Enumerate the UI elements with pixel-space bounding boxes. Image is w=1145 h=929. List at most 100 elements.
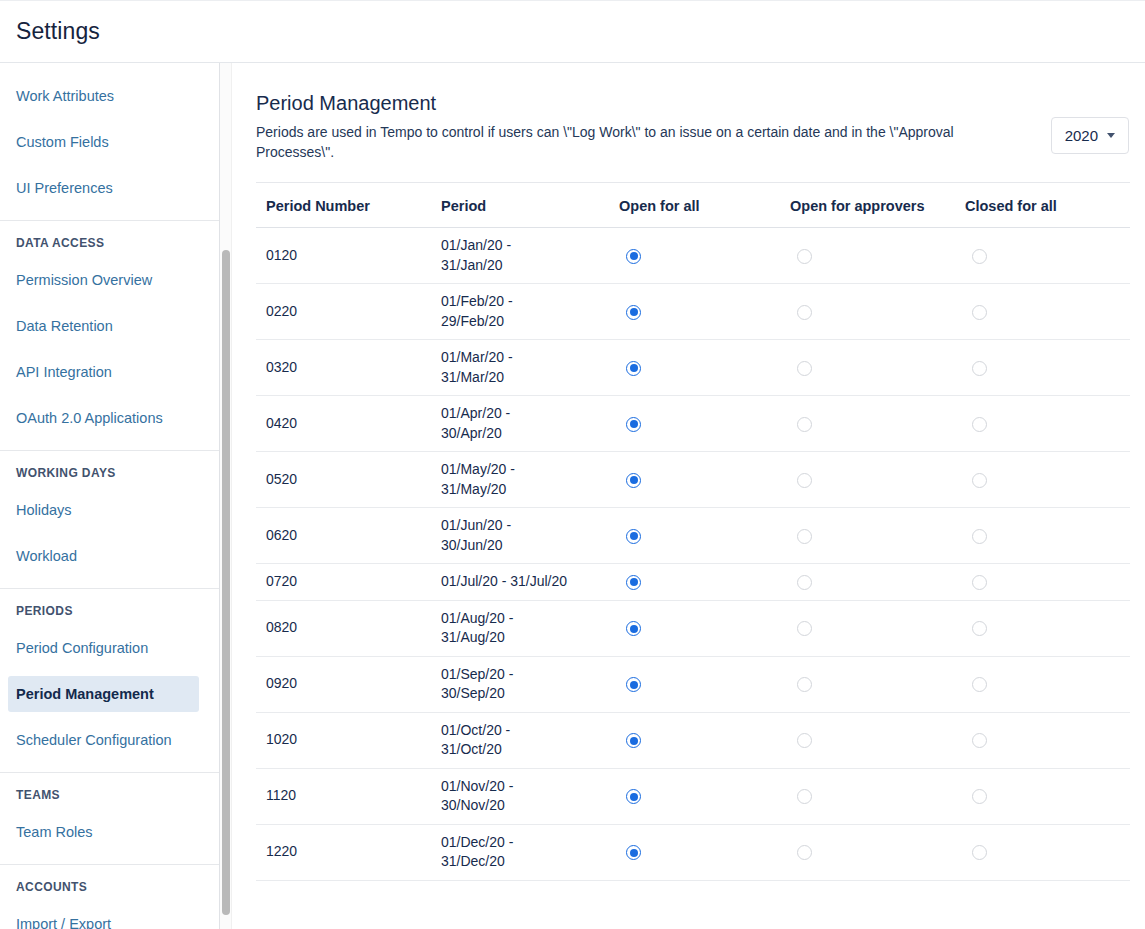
open-for-all-radio[interactable] — [626, 249, 641, 264]
table-row: 052001/May/20 - 31/May/20 — [256, 452, 1130, 508]
closed-for-all-radio[interactable] — [972, 417, 987, 432]
radio-cell — [780, 452, 955, 508]
sidebar-item-work-attributes[interactable]: Work Attributes — [0, 73, 219, 119]
period-number-cell: 0420 — [256, 396, 431, 452]
open-for-all-radio[interactable] — [626, 677, 641, 692]
open-for-all-radio[interactable] — [626, 473, 641, 488]
radio-cell — [780, 340, 955, 396]
radio-cell — [780, 284, 955, 340]
open-for-all-radio[interactable] — [626, 361, 641, 376]
sidebar-group: DATA ACCESSPermission OverviewData Reten… — [0, 220, 219, 441]
radio-cell — [609, 824, 780, 880]
radio-cell — [955, 508, 1130, 564]
radio-cell — [609, 284, 780, 340]
sidebar-item-import-export[interactable]: Import / Export — [0, 901, 219, 929]
open-for-approvers-radio[interactable] — [797, 845, 812, 860]
radio-cell — [780, 656, 955, 712]
radio-cell — [955, 228, 1130, 284]
closed-for-all-radio[interactable] — [972, 677, 987, 692]
open-for-approvers-radio[interactable] — [797, 621, 812, 636]
period-range-cell: 01/Mar/20 - 31/Mar/20 — [431, 340, 609, 396]
period-number-cell: 0120 — [256, 228, 431, 284]
sidebar-item-custom-fields[interactable]: Custom Fields — [0, 119, 219, 165]
table-row: 102001/Oct/20 - 31/Oct/20 — [256, 712, 1130, 768]
closed-for-all-radio[interactable] — [972, 789, 987, 804]
period-range-cell: 01/Jun/20 - 30/Jun/20 — [431, 508, 609, 564]
open-for-all-radio[interactable] — [626, 575, 641, 590]
column-header-open-for-approvers: Open for approvers — [780, 183, 955, 228]
open-for-all-radio[interactable] — [626, 417, 641, 432]
period-range-cell: 01/Dec/20 - 31/Dec/20 — [431, 824, 609, 880]
open-for-approvers-radio[interactable] — [797, 789, 812, 804]
period-number-cell: 0520 — [256, 452, 431, 508]
sidebar-item-team-roles[interactable]: Team Roles — [0, 809, 219, 855]
open-for-all-radio[interactable] — [626, 845, 641, 860]
sidebar-item-period-configuration[interactable]: Period Configuration — [0, 625, 219, 671]
column-header-open-for-all: Open for all — [609, 183, 780, 228]
period-range-cell: 01/Feb/20 - 29/Feb/20 — [431, 284, 609, 340]
sidebar-scrollbar-thumb[interactable] — [222, 250, 230, 915]
open-for-approvers-radio[interactable] — [797, 305, 812, 320]
year-select-value: 2020 — [1065, 127, 1098, 144]
period-number-cell: 0720 — [256, 564, 431, 601]
open-for-all-radio[interactable] — [626, 529, 641, 544]
table-header-row: Period Number Period Open for all Open f… — [256, 183, 1130, 228]
open-for-approvers-radio[interactable] — [797, 677, 812, 692]
radio-cell — [780, 768, 955, 824]
closed-for-all-radio[interactable] — [972, 733, 987, 748]
period-range-cell: 01/Sep/20 - 30/Sep/20 — [431, 656, 609, 712]
open-for-all-radio[interactable] — [626, 789, 641, 804]
open-for-all-radio[interactable] — [626, 305, 641, 320]
sidebar-item-holidays[interactable]: Holidays — [0, 487, 219, 533]
closed-for-all-radio[interactable] — [972, 575, 987, 590]
period-range-cell: 01/Apr/20 - 30/Apr/20 — [431, 396, 609, 452]
sidebar-item-oauth-2-0-applications[interactable]: OAuth 2.0 Applications — [0, 395, 219, 441]
radio-cell — [609, 768, 780, 824]
sidebar-item-period-management[interactable]: Period Management — [8, 676, 199, 712]
closed-for-all-radio[interactable] — [972, 361, 987, 376]
table-row: 062001/Jun/20 - 30/Jun/20 — [256, 508, 1130, 564]
open-for-approvers-radio[interactable] — [797, 733, 812, 748]
sidebar-section-header-periods: PERIODS — [0, 589, 219, 625]
sidebar-group: Work AttributesCustom FieldsUI Preferenc… — [0, 73, 219, 211]
sidebar-item-api-integration[interactable]: API Integration — [0, 349, 219, 395]
sidebar-item-permission-overview[interactable]: Permission Overview — [0, 257, 219, 303]
closed-for-all-radio[interactable] — [972, 529, 987, 544]
period-number-cell: 1120 — [256, 768, 431, 824]
open-for-approvers-radio[interactable] — [797, 473, 812, 488]
sidebar-item-ui-preferences[interactable]: UI Preferences — [0, 165, 219, 211]
closed-for-all-radio[interactable] — [972, 249, 987, 264]
radio-cell — [609, 452, 780, 508]
table-row: 092001/Sep/20 - 30/Sep/20 — [256, 656, 1130, 712]
year-select-button[interactable]: 2020 — [1051, 117, 1129, 154]
periods-table: Period Number Period Open for all Open f… — [256, 182, 1130, 881]
closed-for-all-radio[interactable] — [972, 845, 987, 860]
closed-for-all-radio[interactable] — [972, 305, 987, 320]
period-range-cell: 01/May/20 - 31/May/20 — [431, 452, 609, 508]
sidebar-item-data-retention[interactable]: Data Retention — [0, 303, 219, 349]
sidebar-item-scheduler-configuration[interactable]: Scheduler Configuration — [0, 717, 219, 763]
open-for-approvers-radio[interactable] — [797, 361, 812, 376]
column-header-period: Period — [431, 183, 609, 228]
open-for-approvers-radio[interactable] — [797, 529, 812, 544]
period-range-cell: 01/Jul/20 - 31/Jul/20 — [431, 564, 609, 601]
open-for-approvers-radio[interactable] — [797, 417, 812, 432]
radio-cell — [780, 824, 955, 880]
periods-table-body: 012001/Jan/20 - 31/Jan/20022001/Feb/20 -… — [256, 228, 1130, 881]
closed-for-all-radio[interactable] — [972, 621, 987, 636]
table-row: 072001/Jul/20 - 31/Jul/20 — [256, 564, 1130, 601]
sidebar-section-header-teams: TEAMS — [0, 773, 219, 809]
open-for-approvers-radio[interactable] — [797, 249, 812, 264]
open-for-all-radio[interactable] — [626, 733, 641, 748]
radio-cell — [780, 712, 955, 768]
period-range-cell: 01/Oct/20 - 31/Oct/20 — [431, 712, 609, 768]
open-for-all-radio[interactable] — [626, 621, 641, 636]
section-heading: Period Management — [256, 90, 1130, 116]
open-for-approvers-radio[interactable] — [797, 575, 812, 590]
radio-cell — [955, 656, 1130, 712]
closed-for-all-radio[interactable] — [972, 473, 987, 488]
sidebar-scrollbar-track[interactable] — [220, 63, 232, 929]
page-title: Settings — [16, 18, 100, 45]
table-row: 012001/Jan/20 - 31/Jan/20 — [256, 228, 1130, 284]
sidebar-item-workload[interactable]: Workload — [0, 533, 219, 579]
